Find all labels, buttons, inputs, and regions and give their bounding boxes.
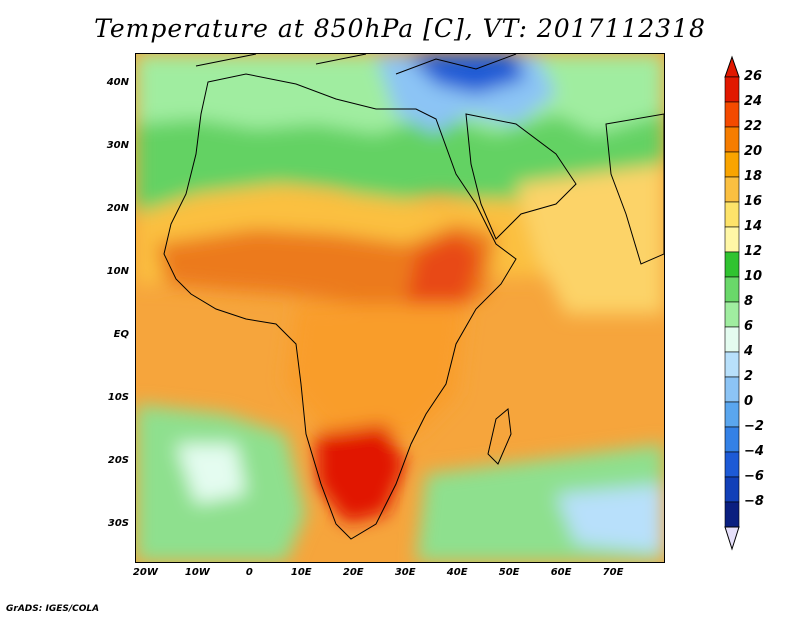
south-atlantic-light-field — [176, 444, 246, 504]
colorbar-level-label: 10 — [744, 269, 763, 284]
central-africa-field — [286, 304, 466, 444]
black-sea-cold-field — [406, 54, 526, 94]
colorbar-level-label: 8 — [744, 294, 754, 309]
colorbar-swatch — [724, 151, 740, 178]
colorbar-level-label: 12 — [744, 244, 763, 259]
colorbar-swatch — [724, 451, 740, 478]
europe-coastline — [195, 54, 517, 75]
colorbar-swatch — [724, 426, 740, 453]
lat-tick-label: 20S — [107, 455, 129, 467]
colorbar-swatch — [724, 376, 740, 403]
lon-tick-label: 20W — [132, 567, 158, 578]
lon-tick-label: 50E — [498, 567, 520, 578]
colorbar-swatch — [724, 351, 740, 378]
lon-tick-label: 30E — [394, 567, 416, 578]
colorbar-level-label: 22 — [744, 119, 763, 134]
lat-tick-label: 40N — [106, 77, 129, 89]
colorbar-swatch — [724, 101, 740, 128]
lat-tick-label: 10S — [107, 392, 129, 404]
colorbar-swatch — [724, 401, 740, 428]
arabian-sea-field — [516, 164, 664, 314]
credit-text: GrADS: IGES/COLA — [6, 604, 100, 614]
colorbar-swatch — [724, 301, 740, 328]
lon-tick-label: 60E — [550, 567, 572, 578]
colorbar-min-arrow — [724, 526, 740, 551]
lat-tick-label: EQ — [113, 329, 129, 341]
east-africa-hot-field — [406, 234, 481, 324]
arabia-coastline — [465, 113, 577, 240]
southern-africa-hot-field — [316, 424, 406, 524]
india-coastline — [605, 113, 664, 265]
colorbar-level-label: 4 — [744, 344, 754, 359]
chart-title: Temperature at 850hPa [C], VT: 201711231… — [94, 14, 706, 43]
colorbar-level-label: 14 — [744, 219, 763, 234]
colorbar-level-label: 6 — [744, 319, 754, 334]
lon-tick-label: 70E — [602, 567, 624, 578]
colorbar — [724, 55, 740, 551]
colorbar-level-label: −4 — [744, 444, 764, 459]
colorbar-swatch — [724, 126, 740, 153]
colorbar-level-label: −2 — [744, 419, 764, 434]
colorbar-level-label: 18 — [744, 169, 763, 184]
lat-tick-label: 30S — [107, 518, 129, 530]
colorbar-max-arrow — [724, 55, 740, 78]
lon-tick-label: 10W — [184, 567, 210, 578]
lon-tick-label: 20E — [342, 567, 364, 578]
colorbar-swatch — [724, 76, 740, 103]
colorbar-level-label: 24 — [744, 94, 763, 109]
africa-coastline — [163, 73, 517, 540]
colorbar-swatch — [724, 501, 740, 528]
colorbar-swatch — [724, 251, 740, 278]
map-panel — [135, 53, 665, 563]
colorbar-swatch — [724, 476, 740, 503]
colorbar-level-label: 20 — [744, 144, 763, 159]
lon-tick-label: 10E — [290, 567, 312, 578]
lat-tick-label: 10N — [106, 266, 129, 278]
colorbar-level-label: 26 — [744, 69, 763, 84]
colorbar-level-label: −6 — [744, 469, 764, 484]
colorbar-level-label: −8 — [744, 494, 764, 509]
temperature-map — [136, 54, 664, 562]
colorbar-swatch — [724, 276, 740, 303]
south-indian-light-field — [556, 484, 664, 554]
madagascar-coastline — [487, 408, 512, 465]
lon-tick-label: 40E — [446, 567, 468, 578]
colorbar-swatch — [724, 176, 740, 203]
lon-tick-label: 0 — [245, 567, 253, 578]
colorbar-swatch — [724, 326, 740, 353]
colorbar-swatch — [724, 226, 740, 253]
lat-tick-label: 30N — [106, 140, 129, 152]
colorbar-level-label: 2 — [744, 369, 754, 384]
lat-tick-label: 20N — [106, 203, 129, 215]
colorbar-level-label: 0 — [744, 394, 754, 409]
colorbar-swatch — [724, 201, 740, 228]
colorbar-level-label: 16 — [744, 194, 763, 209]
